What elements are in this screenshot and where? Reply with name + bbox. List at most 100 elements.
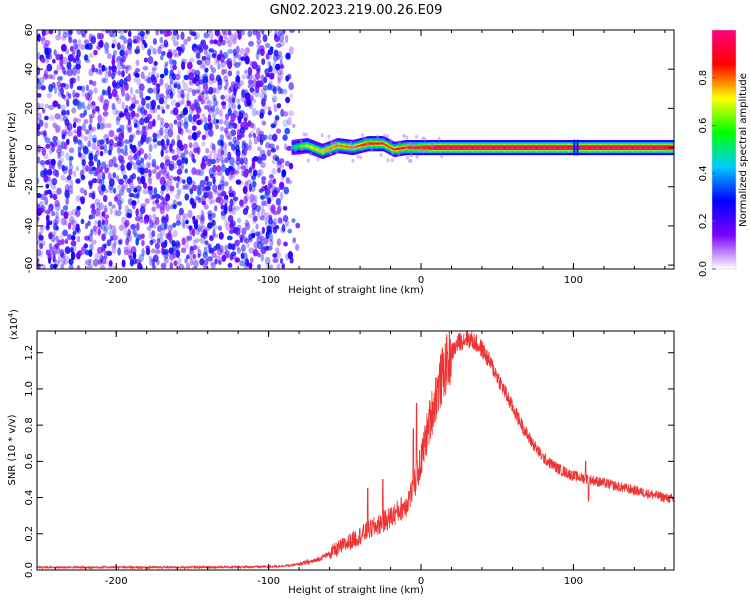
noise-cell (223, 181, 229, 187)
noise-cell (169, 262, 174, 269)
noise-cell (231, 103, 237, 110)
noise-cell (199, 236, 206, 244)
noise-cell (256, 172, 261, 179)
noise-cell (168, 163, 175, 171)
noise-cell (210, 158, 216, 165)
noise-cell (243, 195, 248, 205)
noise-cell (219, 197, 224, 206)
ridge-cell (316, 148, 318, 151)
noise-cell (127, 212, 133, 219)
noise-cell (242, 185, 248, 195)
noise-cell (162, 144, 169, 150)
ridge-cell (479, 146, 482, 149)
noise-cell (71, 107, 77, 114)
noise-cell (135, 119, 140, 128)
ridge-cell (556, 146, 559, 149)
ridge-cell (617, 146, 619, 149)
ridge-cell (585, 146, 587, 149)
noise-cell (193, 259, 199, 269)
noise-cell (227, 134, 233, 141)
noise-cell (239, 259, 246, 267)
noise-cell (163, 251, 169, 259)
noise-cell (203, 264, 208, 269)
noise-cell (152, 137, 158, 143)
noise-cell (140, 233, 145, 239)
noise-cell (96, 122, 101, 130)
ridge-cell (489, 146, 492, 149)
noise-cell (241, 89, 246, 98)
noise-cell (127, 155, 134, 161)
noise-cell (176, 175, 180, 182)
ridge-cell (424, 146, 426, 149)
noise-cell (66, 109, 70, 116)
noise-cell (129, 86, 134, 96)
noise-cell (68, 158, 73, 166)
noise-cell (107, 92, 113, 100)
noise-cell (70, 251, 76, 261)
noise-cell (128, 47, 132, 55)
noise-cell (60, 256, 66, 266)
noise-cell (119, 30, 125, 35)
noise-cell (108, 149, 112, 156)
noise-cell (366, 142, 369, 147)
ridge-cell (539, 146, 541, 149)
noise-cell (146, 225, 152, 232)
noise-cell (42, 107, 46, 114)
noise-cell (206, 52, 212, 61)
ridge-cell (537, 146, 540, 149)
noise-cell (204, 57, 211, 66)
noise-cell (135, 124, 141, 133)
ridge-cell (432, 146, 434, 149)
noise-cell (224, 249, 231, 259)
noise-cell (224, 157, 229, 164)
noise-cell (203, 122, 210, 132)
noise-cell (115, 193, 122, 201)
ridge-cell (336, 144, 338, 148)
noise-cell (83, 54, 89, 61)
noise-cell (211, 143, 216, 151)
noise-cell (130, 223, 137, 230)
noise-cell (40, 85, 46, 91)
noise-cell (55, 53, 62, 61)
noise-cell (37, 156, 41, 164)
noise-cell (139, 117, 145, 126)
ridge-cell (540, 146, 542, 149)
noise-cell (52, 257, 57, 263)
ridge-cell (563, 146, 565, 149)
ridge-cell (332, 146, 335, 149)
noise-cell (256, 31, 261, 40)
noise-cell (320, 133, 324, 138)
noise-cell (227, 262, 233, 268)
noise-cell (261, 30, 265, 35)
noise-cell (171, 33, 176, 42)
noise-cell (126, 187, 132, 194)
noise-cell (193, 221, 199, 230)
noise-cell (255, 84, 260, 94)
noise-cell (273, 103, 278, 113)
noise-cell (248, 262, 253, 269)
noise-cell (300, 147, 304, 152)
noise-cell (207, 105, 213, 112)
noise-cell (60, 174, 66, 181)
noise-cell (188, 142, 193, 149)
noise-cell (54, 259, 60, 267)
noise-cell (251, 207, 256, 216)
noise-cell (80, 218, 85, 225)
noise-cell (206, 30, 213, 33)
noise-cell (162, 96, 168, 105)
noise-cell (107, 85, 111, 95)
ridge-cell (331, 146, 334, 149)
noise-cell (133, 123, 138, 128)
ridge-cell (580, 146, 582, 149)
noise-cell (251, 160, 256, 170)
noise-cell (292, 237, 297, 244)
noise-cell (186, 176, 193, 185)
noise-cell (124, 51, 128, 59)
noise-cell (256, 156, 263, 165)
ridge-cell (658, 146, 660, 149)
noise-cell (156, 104, 161, 110)
noise-cell (281, 263, 286, 269)
noise-cell (268, 174, 275, 179)
ridge-cell (570, 146, 572, 149)
noise-cell (190, 103, 196, 112)
